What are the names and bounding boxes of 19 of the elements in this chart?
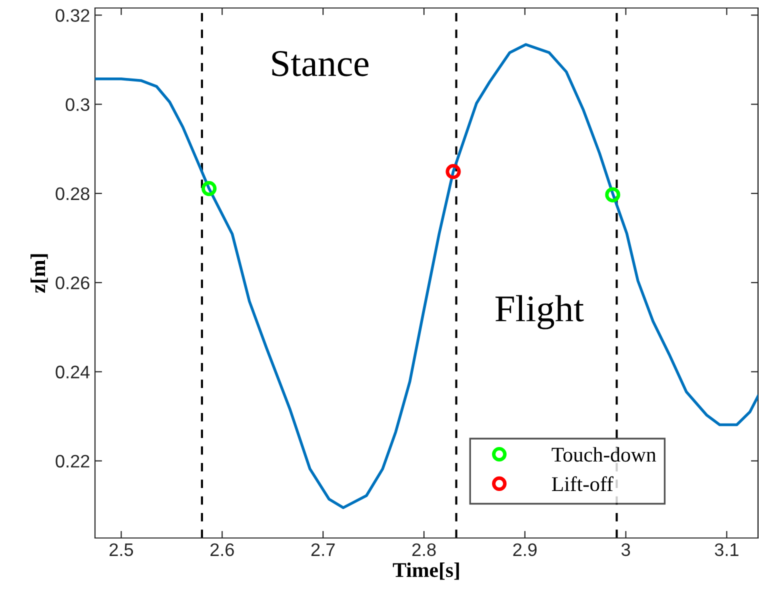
x-tick-label: 2.6 (210, 543, 234, 556)
y-tick-label: 0.22 (56, 454, 90, 468)
legend-label: Touch-down (552, 447, 656, 462)
x-tick-label: 3.1 (714, 543, 738, 556)
annotation: Stance (272, 51, 368, 76)
y-tick-label: 0.3 (66, 98, 90, 112)
x-tick-label: 2.5 (110, 543, 134, 556)
x-tick-label: 2.9 (513, 543, 537, 556)
x-axis-title: Time[s] (392, 562, 459, 580)
y-tick-label: 0.26 (56, 276, 90, 290)
legend-label: Lift-off (552, 476, 614, 492)
y-tick-label: 0.28 (56, 187, 90, 200)
x-tick-label: 2.7 (311, 543, 335, 556)
x-tick-label: 3 (621, 543, 630, 556)
y-tick-label: 0.32 (56, 9, 90, 22)
x-tick-label: 2.8 (412, 543, 436, 556)
annotation: Flight (495, 295, 584, 330)
y-axis-title: z[m] (30, 254, 48, 293)
y-tick-label: 0.24 (56, 366, 90, 378)
